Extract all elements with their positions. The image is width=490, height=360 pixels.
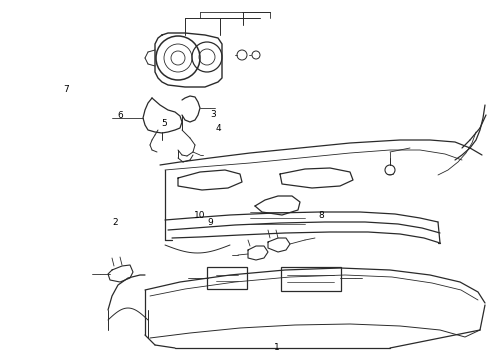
FancyBboxPatch shape (207, 267, 247, 289)
Text: 6: 6 (117, 112, 123, 121)
Text: 4: 4 (215, 125, 221, 134)
Text: 5: 5 (161, 119, 167, 128)
Text: 8: 8 (318, 211, 324, 220)
Text: 3: 3 (210, 110, 216, 119)
Text: 1: 1 (274, 343, 280, 352)
Text: 7: 7 (63, 85, 69, 94)
FancyBboxPatch shape (281, 267, 341, 291)
Text: 2: 2 (112, 218, 118, 227)
Text: 9: 9 (208, 218, 214, 227)
Text: 10: 10 (194, 211, 206, 220)
